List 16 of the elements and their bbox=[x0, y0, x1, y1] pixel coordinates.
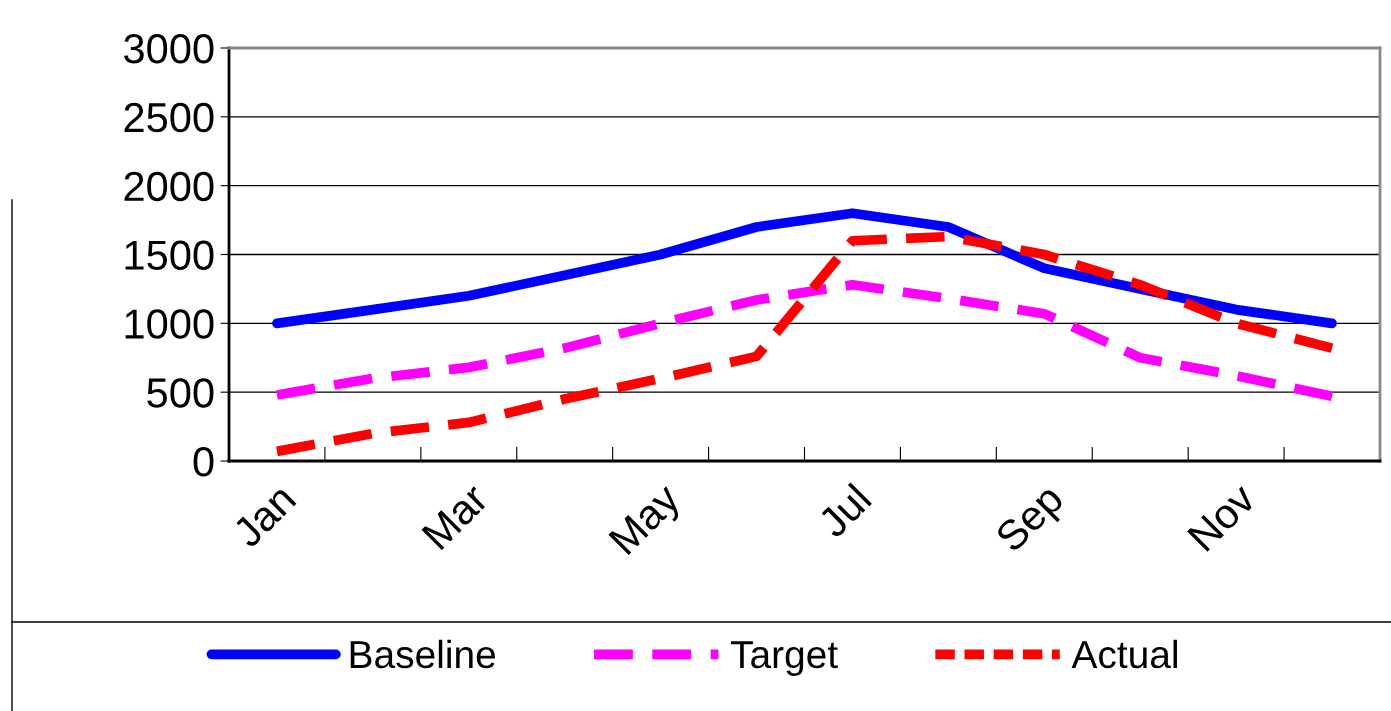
x-tick-label: Mar bbox=[421, 482, 490, 551]
y-tick-label: 2000 bbox=[124, 171, 214, 202]
x-tick-label: Jan bbox=[231, 483, 297, 550]
y-tick-label: 500 bbox=[147, 378, 214, 408]
y-tick-label: 1500 bbox=[125, 240, 214, 271]
x-tick-label: Jul bbox=[815, 482, 873, 540]
legend-label: Baseline bbox=[350, 639, 496, 669]
x-tick-label: May bbox=[608, 481, 689, 562]
x-tick-label: Sep bbox=[993, 482, 1071, 559]
legend-label: Target bbox=[730, 641, 838, 676]
y-tick-label: 1000 bbox=[125, 309, 214, 339]
y-tick-label: 2500 bbox=[124, 102, 214, 133]
y-tick-label: 0 bbox=[193, 447, 214, 477]
legend-label: Actual bbox=[1071, 639, 1177, 669]
y-tick-label: 3000 bbox=[124, 34, 214, 64]
x-tick-label: Nov bbox=[1187, 481, 1258, 553]
